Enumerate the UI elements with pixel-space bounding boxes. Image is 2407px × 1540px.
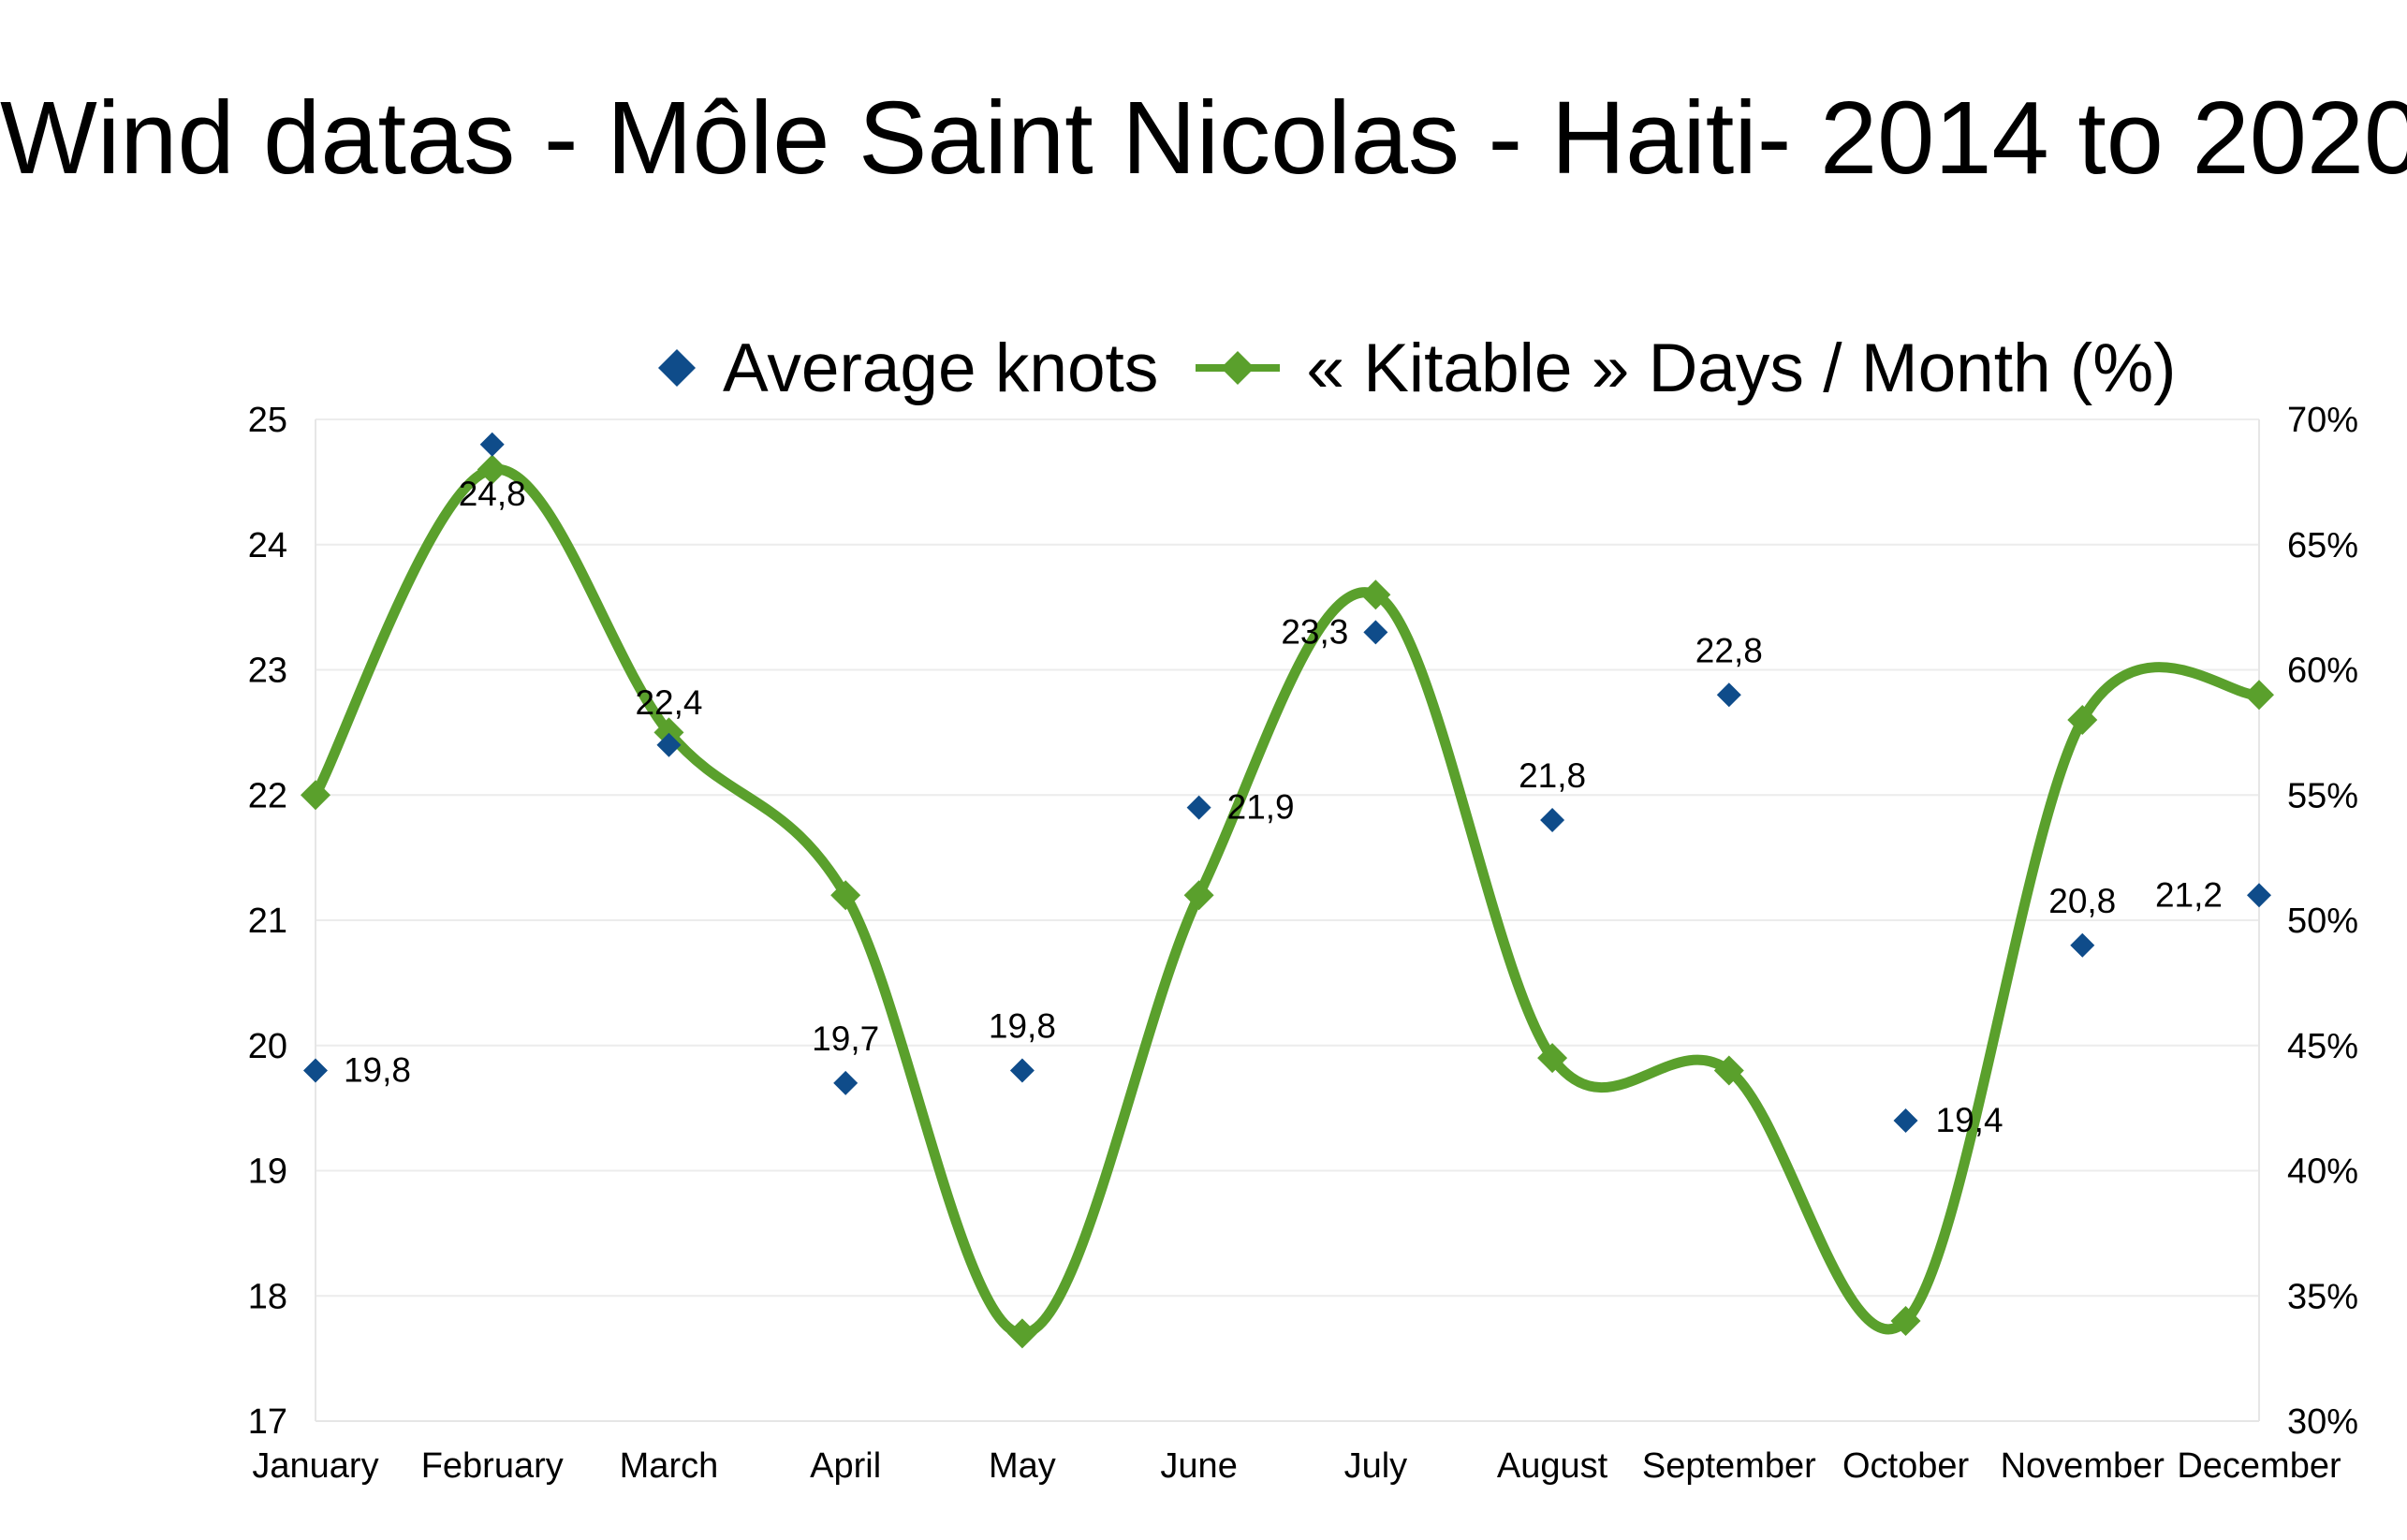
- average-knots-series: [303, 432, 2271, 1133]
- legend-label-average-knots: Average knots: [723, 330, 1159, 406]
- y-axis-right-ticks: 30% 35% 40% 45% 50% 55% 60% 65% 70%: [2287, 401, 2358, 1442]
- x-tick-label: July: [1344, 1446, 1408, 1486]
- y-left-tick-label: 25: [248, 401, 287, 440]
- kitable-days-point: [1360, 579, 1391, 610]
- kitable-days-point: [477, 454, 507, 485]
- x-tick-label: March: [620, 1446, 719, 1486]
- kitable-days-point: [301, 780, 330, 811]
- kitable-days-point: [830, 880, 861, 911]
- y-left-tick-label: 20: [248, 1027, 287, 1066]
- x-tick-label: February: [421, 1446, 564, 1486]
- y-left-tick-label: 24: [248, 526, 287, 565]
- x-tick-label: June: [1160, 1446, 1237, 1486]
- y-axis-left-ticks: 17 18 19 20 21 22 23 24 25: [248, 401, 287, 1442]
- average-knots-point: [479, 432, 505, 457]
- data-label: 21,8: [1519, 756, 1586, 795]
- data-label: 21,9: [1227, 788, 1295, 827]
- data-labels: 19,8 24,8 22,4 19,7 19,8 21,9 23,3 21,8 22,8 19,4…: [344, 475, 2223, 1139]
- data-label: 19,7: [812, 1019, 879, 1058]
- average-knots-point: [656, 732, 682, 757]
- kitable-days-series: [301, 454, 2274, 1349]
- kitable-days-point: [1006, 1318, 1037, 1349]
- y-right-tick-label: 70%: [2287, 401, 2358, 440]
- data-label: 22,8: [1695, 631, 1763, 669]
- x-tick-label: September: [1642, 1446, 1816, 1486]
- y-right-tick-label: 30%: [2287, 1402, 2358, 1442]
- y-right-tick-label: 35%: [2287, 1277, 2358, 1316]
- kitable-days-point: [1537, 1043, 1568, 1074]
- y-left-tick-label: 19: [248, 1152, 287, 1192]
- data-label: 20,8: [2048, 882, 2116, 920]
- x-tick-label: October: [1842, 1446, 1970, 1486]
- x-axis-ticks: January February March April May June July Augu…: [252, 1446, 2341, 1486]
- average-knots-point: [1009, 1058, 1035, 1083]
- average-knots-point: [1363, 620, 1388, 645]
- line-diamond-marker-icon: [1196, 351, 1281, 385]
- y-right-tick-label: 65%: [2287, 526, 2358, 565]
- y-left-tick-label: 18: [248, 1277, 287, 1316]
- y-right-tick-label: 45%: [2287, 1027, 2358, 1066]
- chart-title: Wind datas - Môle Saint Nicolas - Haiti-…: [0, 81, 2407, 196]
- kitable-days-point: [2244, 680, 2274, 711]
- grid-lines: [316, 418, 2259, 1298]
- average-knots-point: [1186, 795, 1211, 820]
- x-tick-label: May: [989, 1446, 1056, 1486]
- data-label: 21,2: [2155, 875, 2223, 914]
- legend: Average knots « Kitable » Days / Month (…: [655, 321, 2211, 415]
- data-label: 24,8: [459, 475, 526, 513]
- y-left-tick-label: 21: [248, 902, 287, 941]
- x-tick-label: August: [1497, 1446, 1608, 1486]
- kitable-days-point: [1713, 1055, 1744, 1086]
- data-label: 23,3: [1281, 612, 1348, 651]
- x-tick-label: November: [2001, 1446, 2165, 1486]
- kitable-days-point: [2067, 705, 2098, 735]
- average-knots-point: [303, 1058, 328, 1083]
- data-label: 19,8: [344, 1051, 411, 1090]
- average-knots-point: [1540, 808, 1565, 832]
- y-left-tick-label: 23: [248, 652, 287, 691]
- legend-label-kitable-days: « Kitable » Days / Month (%): [1306, 330, 2177, 406]
- legend-item-average-knots: Average knots: [655, 330, 1158, 407]
- average-knots-point: [1716, 682, 1741, 708]
- kitable-days-point: [1890, 1306, 1921, 1336]
- data-label: 19,8: [989, 1007, 1056, 1046]
- legend-item-kitable-days: « Kitable » Days / Month (%): [1194, 330, 2176, 407]
- average-knots-point: [1893, 1108, 1918, 1133]
- average-knots-point: [833, 1070, 859, 1095]
- kitable-days-line: [310, 463, 2265, 1339]
- kitable-days-point: [653, 717, 684, 748]
- y-right-tick-label: 60%: [2287, 652, 2358, 691]
- diamond-marker-icon: [658, 349, 696, 387]
- y-left-tick-label: 17: [248, 1402, 287, 1442]
- x-tick-label: April: [810, 1446, 881, 1486]
- y-left-tick-label: 22: [248, 776, 287, 815]
- y-right-tick-label: 40%: [2287, 1152, 2358, 1192]
- data-label: 19,4: [1936, 1101, 2003, 1139]
- y-right-tick-label: 55%: [2287, 776, 2358, 815]
- average-knots-point: [2247, 883, 2271, 908]
- axes: [315, 419, 2260, 1422]
- data-label: 22,4: [635, 683, 702, 722]
- kitable-days-point: [1183, 880, 1214, 911]
- x-tick-label: January: [252, 1446, 378, 1486]
- x-tick-label: December: [2177, 1446, 2341, 1486]
- average-knots-point: [2070, 932, 2095, 958]
- y-right-tick-label: 50%: [2287, 902, 2358, 941]
